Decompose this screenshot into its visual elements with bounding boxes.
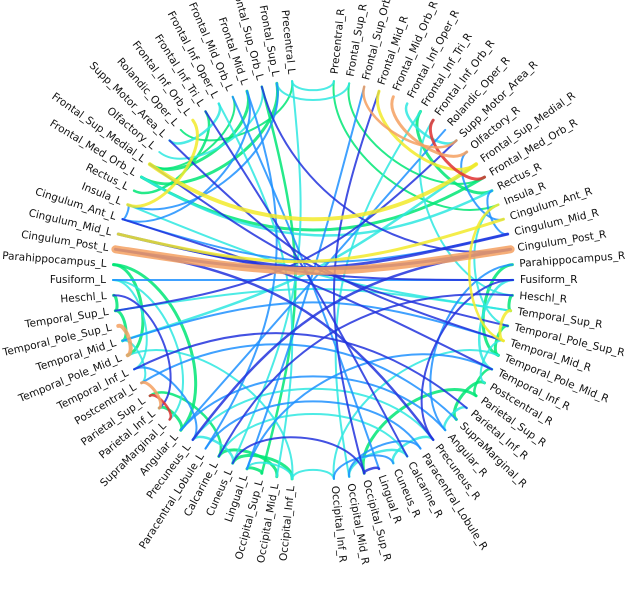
connection-edge xyxy=(114,287,512,312)
connection-edge xyxy=(468,203,505,343)
connection-edge xyxy=(168,102,222,145)
connection-edge xyxy=(332,80,500,211)
connection-edge xyxy=(126,349,294,480)
connection-edge xyxy=(204,400,422,450)
connection-edge xyxy=(140,343,458,421)
connection-edge xyxy=(133,366,198,441)
connection-edge xyxy=(246,461,294,480)
connection-edge xyxy=(418,119,514,297)
connection-edge xyxy=(116,323,133,358)
region-label: Heschl_L xyxy=(60,290,107,306)
connection-edge xyxy=(179,375,447,432)
connection-edge xyxy=(362,85,458,149)
connection-edge xyxy=(204,90,278,450)
connection-edge xyxy=(429,118,486,181)
connection-edge xyxy=(452,380,486,421)
region-label: Fusiform_L xyxy=(50,274,106,286)
region-label: Parahippocampus_R xyxy=(519,250,626,270)
connection-edge xyxy=(112,293,119,313)
region-label: Occipital_Inf_R xyxy=(329,485,349,563)
connection-edge xyxy=(348,440,422,478)
region-label: Occipital_Inf_L xyxy=(278,485,298,562)
connection-edge xyxy=(415,109,494,195)
connection-edge xyxy=(121,339,147,384)
connection-edge xyxy=(126,82,279,211)
connection-edge xyxy=(121,218,493,371)
connection-edge xyxy=(332,349,500,480)
connection-edge xyxy=(460,151,505,221)
connection-edge xyxy=(217,293,514,458)
connection-layer xyxy=(111,80,515,481)
region-label: Heschl_R xyxy=(519,290,568,306)
connection-edge xyxy=(140,381,163,410)
connection-edge xyxy=(147,162,479,222)
connection-edge xyxy=(112,279,148,371)
connection-edge xyxy=(291,468,335,480)
connection-edge xyxy=(112,294,172,409)
connection-edge xyxy=(498,309,513,343)
connection-edge xyxy=(334,110,422,478)
connection-edge xyxy=(114,139,458,312)
connection-edge xyxy=(148,95,236,170)
connection-edge xyxy=(140,81,279,186)
connection-edge xyxy=(291,80,335,92)
region-label: Fusiform_R xyxy=(520,274,578,286)
region-label: Precentral_R xyxy=(329,8,348,75)
connection-edge xyxy=(246,353,493,470)
region-label: Parahippocampus_L xyxy=(2,250,107,270)
connection-edge xyxy=(231,436,366,475)
connection-edge xyxy=(217,413,409,458)
connection-edge xyxy=(245,466,264,475)
connection-edge xyxy=(479,339,505,384)
connection-edge xyxy=(204,110,409,458)
connection-edge xyxy=(507,293,514,313)
connection-edge xyxy=(362,466,381,475)
connection-edge xyxy=(390,95,469,158)
connection-edge xyxy=(126,118,199,208)
connection-edge xyxy=(246,85,366,470)
connection-edge xyxy=(112,279,184,421)
connection-edge xyxy=(111,245,515,276)
connection-edge xyxy=(116,217,505,264)
connection-edge xyxy=(121,203,130,221)
connection-edge xyxy=(148,393,173,421)
connection-edge xyxy=(275,82,351,101)
connection-edge xyxy=(420,279,514,441)
connection-edge xyxy=(376,89,478,171)
connection-edge xyxy=(133,332,468,409)
connection-edge xyxy=(332,90,380,475)
region-label: Precentral_L xyxy=(279,9,298,75)
